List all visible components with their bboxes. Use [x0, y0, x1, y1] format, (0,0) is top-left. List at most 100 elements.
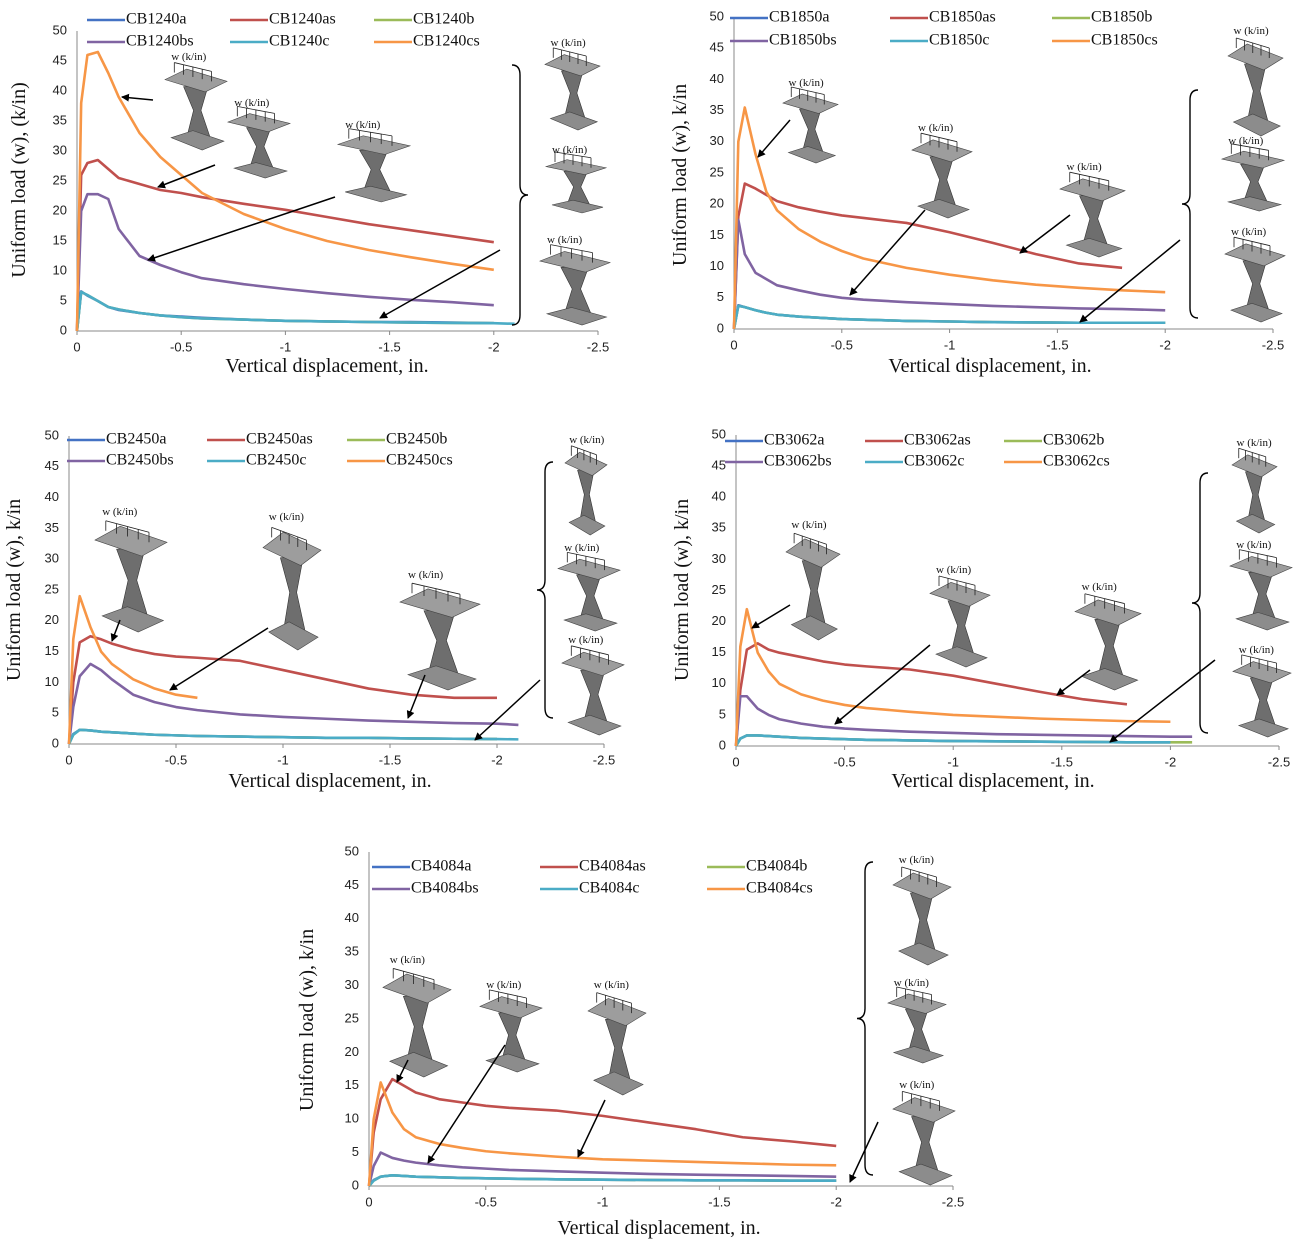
callout-arrow — [758, 120, 790, 157]
inset-base — [390, 1052, 448, 1077]
inset-base — [1236, 612, 1289, 630]
y-tick-label: 45 — [345, 877, 359, 892]
inset-label: w (k/in) — [791, 519, 826, 531]
series-line — [77, 160, 494, 331]
inset-column — [1080, 194, 1107, 245]
inset-column — [1250, 676, 1274, 725]
x-tick-label: -1.5 — [1051, 754, 1073, 769]
inset-column — [403, 994, 432, 1061]
legend-label: CB4084cs — [746, 880, 813, 897]
inset-column — [1249, 571, 1275, 619]
inset-column — [562, 69, 585, 118]
brace — [1182, 90, 1198, 318]
brace — [512, 65, 528, 325]
legend-label: CB1850cs — [1091, 32, 1158, 49]
y-tick-label: 30 — [710, 133, 724, 148]
series-line — [69, 636, 497, 744]
x-tick-label: -1 — [277, 752, 289, 767]
inset-base — [918, 199, 969, 218]
inset-base — [594, 1072, 643, 1095]
x-tick-label: -2.5 — [1262, 337, 1284, 352]
inset-label: w (k/in) — [1228, 135, 1263, 147]
x-tick-label: -1 — [280, 339, 292, 354]
callout-arrow — [148, 197, 335, 260]
brace — [1192, 473, 1208, 733]
inset-label: w (k/in) — [1082, 581, 1117, 593]
inset-label: w (k/in) — [564, 542, 599, 554]
y-tick-label: 0 — [717, 320, 724, 335]
legend-label: CB1240b — [413, 11, 474, 28]
x-tick-label: -1 — [947, 754, 959, 769]
x-axis-label: Vertical displacement, in. — [888, 355, 1091, 377]
inset-label: w (k/in) — [936, 564, 971, 576]
inset-base — [551, 112, 598, 130]
legend-label: CB2450cs — [386, 452, 453, 469]
inset-label: w (k/in) — [918, 122, 953, 134]
y-tick-label: 45 — [710, 40, 724, 55]
legend-label: CB3062a — [764, 432, 824, 449]
y-tick-label: 35 — [45, 520, 59, 535]
y-tick-label: 25 — [53, 172, 67, 187]
y-tick-label: 15 — [710, 227, 724, 242]
callout-arrow — [850, 210, 925, 295]
inset-label: w (k/in) — [1239, 644, 1274, 656]
inset-column — [564, 170, 589, 205]
y-tick-label: 45 — [45, 458, 59, 473]
inset-label: w (k/in) — [547, 234, 582, 246]
y-tick-label: 20 — [45, 612, 59, 627]
callout-arrow — [578, 1100, 605, 1157]
inset-label: w (k/in) — [894, 977, 929, 989]
y-tick-label: 50 — [53, 22, 67, 37]
inset-base — [269, 622, 318, 650]
y-tick-label: 5 — [717, 289, 724, 304]
inset-column — [117, 547, 147, 616]
legend-label: CB1240cs — [413, 33, 480, 50]
inset-label: w (k/in) — [102, 506, 137, 518]
y-tick-label: 45 — [53, 52, 67, 67]
y-tick-label: 20 — [710, 196, 724, 211]
figure: 051015202530354045500-0.5-1-1.5-2-2.5Uni… — [0, 0, 1297, 1244]
y-tick-label: 35 — [710, 102, 724, 117]
legend-label: CB4084a — [411, 858, 471, 875]
inset-label: w (k/in) — [1231, 226, 1266, 238]
inset-column — [1245, 62, 1268, 122]
inset-base — [936, 647, 987, 667]
y-tick-label: 35 — [712, 520, 726, 535]
series-line — [77, 194, 494, 331]
series-line — [369, 1079, 836, 1186]
y-axis-label: Uniform load (w), k/in — [669, 84, 691, 266]
chart: 051015202530354045500-0.5-1-1.5-2-2.5Uni… — [3, 427, 624, 792]
y-tick-label: 30 — [712, 551, 726, 566]
y-tick-label: 0 — [719, 737, 726, 752]
y-tick-label: 0 — [352, 1177, 359, 1192]
inset-column — [910, 891, 934, 951]
inset-column — [1241, 163, 1267, 202]
series-line — [77, 292, 494, 331]
inset-label: w (k/in) — [789, 77, 824, 89]
y-axis-label: Uniform load (w), k/in — [296, 929, 318, 1111]
callout-arrow — [752, 605, 790, 628]
callout-arrow — [170, 628, 268, 690]
inset-column — [499, 1011, 525, 1060]
inset-label: w (k/in) — [551, 37, 586, 49]
callout-arrow — [112, 620, 120, 641]
x-tick-label: -1.5 — [708, 1194, 730, 1209]
series-line — [734, 107, 1165, 329]
inset-base — [345, 186, 406, 202]
inset-column — [280, 555, 304, 632]
y-tick-label: 15 — [45, 643, 59, 658]
legend-label: CB1850bs — [769, 32, 837, 49]
inset-column — [577, 573, 603, 620]
inset-column — [800, 108, 823, 153]
y-tick-label: 40 — [712, 489, 726, 504]
legend-label: CB4084c — [579, 880, 639, 897]
y-tick-label: 30 — [345, 977, 359, 992]
callout-arrow — [475, 680, 540, 740]
y-tick-label: 10 — [710, 258, 724, 273]
chart: 051015202530354045500-0.5-1-1.5-2-2.5Uni… — [8, 11, 610, 377]
y-tick-label: 5 — [719, 706, 726, 721]
inset-label: w (k/in) — [171, 51, 206, 63]
inset-column — [1246, 470, 1265, 521]
x-tick-label: -2.5 — [593, 752, 615, 767]
legend-label: CB2450a — [106, 431, 166, 448]
